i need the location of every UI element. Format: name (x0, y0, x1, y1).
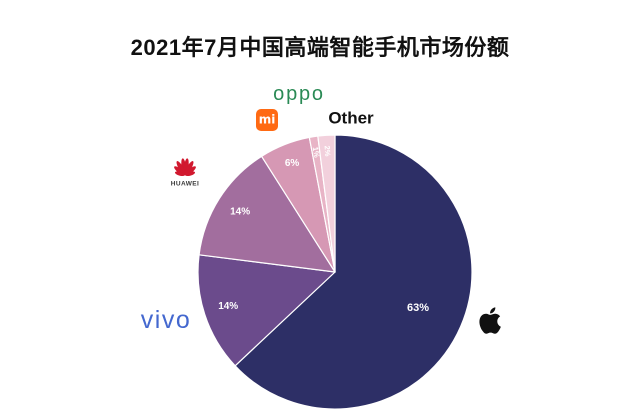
huawei-petal (184, 171, 196, 177)
pie-value-labels: 63% 14% 14% 6% 1% 2% (218, 145, 429, 314)
huawei-petal (174, 171, 186, 177)
pie-slices (197, 134, 473, 410)
slice-value-label-huawei: 14% (230, 206, 250, 217)
xiaomi-logo-icon (256, 109, 278, 131)
slice-value-label-other: 2% (323, 145, 333, 157)
pie-slice-apple (234, 134, 473, 410)
oppo-logo: oppo (273, 83, 325, 105)
vivo-logo: vivo (141, 306, 191, 334)
slice-value-label-oppo: 1% (311, 146, 322, 158)
slice-value-label-apple: 63% (407, 302, 429, 314)
xiaomi-logo: mi (256, 109, 278, 131)
xiaomi-logo-text: mi (259, 113, 276, 127)
brand-logos: vivo HUAWEI mi (141, 83, 501, 334)
slice-value-label-mi: 6% (285, 158, 300, 169)
pie-slice-other (317, 134, 336, 273)
huawei-flower-icon (174, 158, 196, 177)
apple-logo-shape (479, 307, 501, 334)
huawei-logo-text: HUAWEI (171, 181, 199, 188)
pie-slice-huawei (198, 155, 336, 273)
huawei-logo: HUAWEI (171, 158, 199, 188)
apple-logo-icon (479, 307, 501, 334)
chart-title: 2021年7月中国高端智能手机市场份额 (130, 35, 510, 60)
slice-value-label-vivo: 14% (218, 301, 238, 312)
other-label: Other (328, 109, 374, 128)
pie-slice-vivo (197, 254, 336, 367)
